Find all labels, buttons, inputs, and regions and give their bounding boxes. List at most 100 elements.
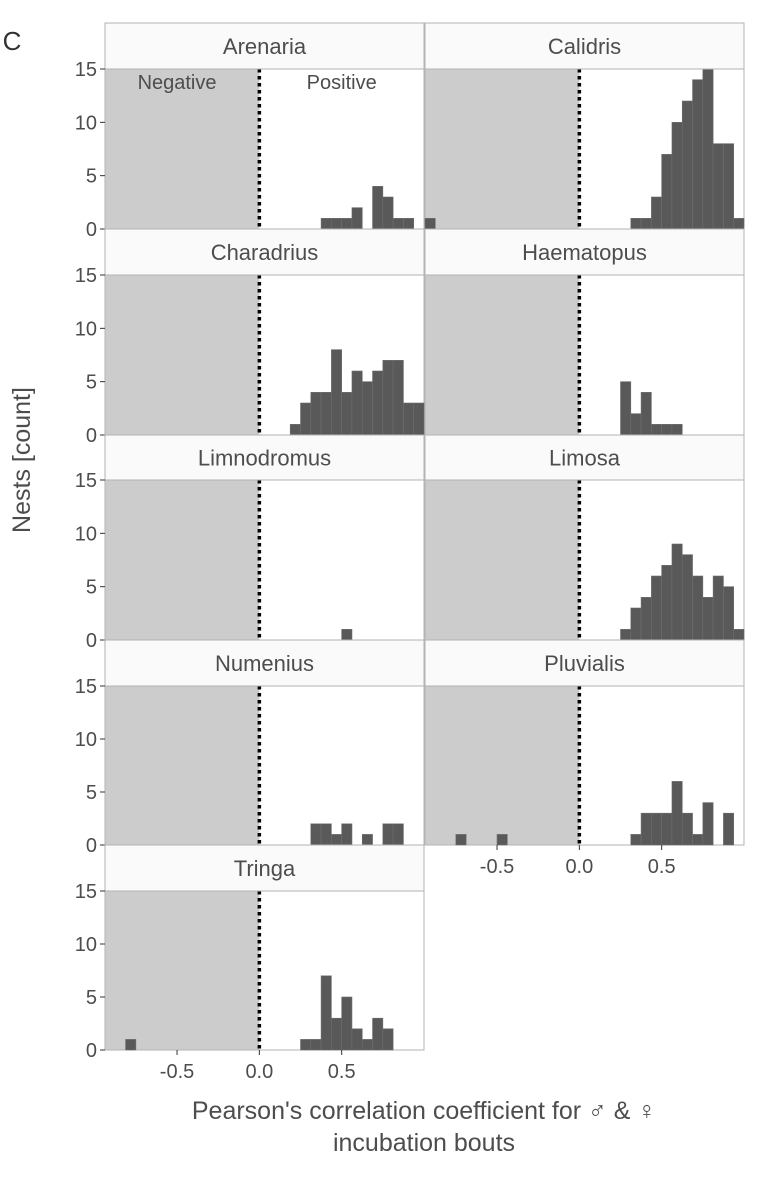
y-tick-label: 5 (86, 577, 97, 599)
histogram-bar (341, 629, 353, 641)
histogram-bar (455, 834, 467, 846)
facet-strip (104, 22, 425, 70)
facet-calidris: Calidris (424, 22, 745, 230)
histogram-bar (320, 823, 332, 846)
negative-region-shade (105, 891, 260, 1050)
histogram-bar (361, 381, 373, 436)
negative-region-shade (105, 480, 260, 640)
histogram-bar (382, 360, 394, 436)
histogram-bar (392, 823, 404, 846)
histogram-bar (331, 349, 342, 436)
negative-region-shade (105, 275, 260, 435)
histogram-bar (341, 392, 353, 436)
histogram-bar (661, 424, 673, 436)
facet-haematopus: Haematopus (424, 228, 745, 436)
negative-region-shade (425, 275, 580, 435)
facet-strip-label: Tringa (234, 856, 296, 881)
histogram-bar (341, 218, 353, 230)
region-label-positive: Positive (307, 72, 377, 94)
histogram-bar (661, 812, 673, 846)
y-tick-label: 15 (75, 470, 97, 492)
facet-numenius: Numenius 0 5 10 15 (75, 639, 425, 857)
histogram-bar (620, 629, 632, 641)
histogram-bar (692, 834, 704, 846)
histogram-bar (651, 424, 662, 436)
histogram-bar (310, 1039, 322, 1051)
histogram-bar (620, 381, 632, 436)
region-label-negative: Negative (138, 72, 217, 94)
histogram-bar (392, 360, 404, 436)
facet-tringa: Tringa 0 5 10 15 -0.5 0.0 0.5 (75, 844, 425, 1083)
x-axis-label-line1: Pearson's correlation coefficient for ♂ … (192, 1097, 656, 1125)
histogram-bar (661, 154, 673, 230)
histogram-bar (651, 812, 662, 846)
facet-arenaria: Arenaria 0 5 10 15 Negative Positive (75, 22, 425, 241)
histogram-bar (331, 218, 342, 230)
facet-panels: Arenaria 0 5 10 15 Negative Positive Calidris Ch… (75, 22, 745, 1083)
facet-charadrius: Charadrius 0 5 10 15 (75, 228, 425, 447)
facet-strip (424, 22, 745, 70)
histogram-bar (361, 1039, 373, 1051)
histogram-bar (331, 834, 342, 846)
x-tick-label: -0.5 (160, 1061, 194, 1083)
histogram-bar (702, 68, 714, 230)
y-tick-label: 10 (75, 112, 97, 134)
histogram-bar (351, 207, 363, 230)
facet-limnodromus: Limnodromus 0 5 10 15 (75, 434, 425, 652)
histogram-bar (681, 554, 693, 641)
y-tick-label: 15 (75, 676, 97, 698)
panel-letter: C (3, 26, 22, 56)
y-tick-label: 0 (86, 835, 97, 857)
histogram-bar (723, 143, 735, 230)
facet-strip (424, 228, 745, 276)
histogram-bar (413, 402, 425, 436)
histogram-bar (640, 218, 652, 230)
facet-strip (424, 434, 745, 481)
facet-strip (104, 228, 425, 276)
histogram-bar (640, 597, 652, 641)
histogram-bar (310, 823, 322, 846)
y-tick-label: 0 (86, 1040, 97, 1062)
histogram-bar (651, 575, 662, 641)
histogram-bar (733, 629, 745, 641)
y-axis-label: Nests [count] (8, 387, 36, 533)
histogram-bar (496, 834, 508, 846)
histogram-bar (723, 586, 735, 641)
x-tick-label: 0.5 (648, 856, 676, 878)
histogram-bar (125, 1039, 137, 1051)
histogram-bar (630, 413, 642, 436)
facet-limosa: Limosa (424, 434, 745, 641)
x-tick-label: -0.5 (480, 856, 514, 878)
y-tick-label: 15 (75, 59, 97, 81)
y-tick-label: 5 (86, 372, 97, 394)
x-tick-label: 0.5 (328, 1061, 356, 1083)
facet-pluvialis: Pluvialis -0.5 0.0 0.5 (424, 639, 745, 878)
negative-region-shade (105, 686, 260, 845)
histogram-bar (300, 402, 312, 436)
y-tick-label: 10 (75, 318, 97, 340)
facet-strip-label: Arenaria (223, 34, 307, 59)
y-tick-label: 0 (86, 630, 97, 652)
histogram-bar (320, 218, 332, 230)
histogram-bar (712, 575, 724, 641)
facet-strip (424, 639, 745, 687)
histogram-bar (320, 975, 332, 1051)
histogram-bar (692, 79, 704, 230)
facet-strip-label: Charadrius (211, 240, 319, 265)
histogram-bar (403, 218, 415, 230)
histogram-bar (424, 218, 436, 230)
facet-strip-label: Haematopus (522, 240, 647, 265)
negative-region-shade (425, 686, 580, 845)
x-tick-label: 0.0 (245, 1061, 273, 1083)
facet-strip-label: Limnodromus (198, 446, 331, 471)
y-tick-label: 15 (75, 265, 97, 287)
histogram-bar (640, 392, 652, 436)
histogram-bar (361, 834, 373, 846)
histogram-bar (289, 424, 301, 436)
histogram-bar (320, 392, 332, 436)
histogram-bar (382, 1028, 394, 1051)
histogram-bar (351, 1028, 363, 1051)
histogram-bar (702, 802, 714, 846)
y-tick-label: 10 (75, 523, 97, 545)
